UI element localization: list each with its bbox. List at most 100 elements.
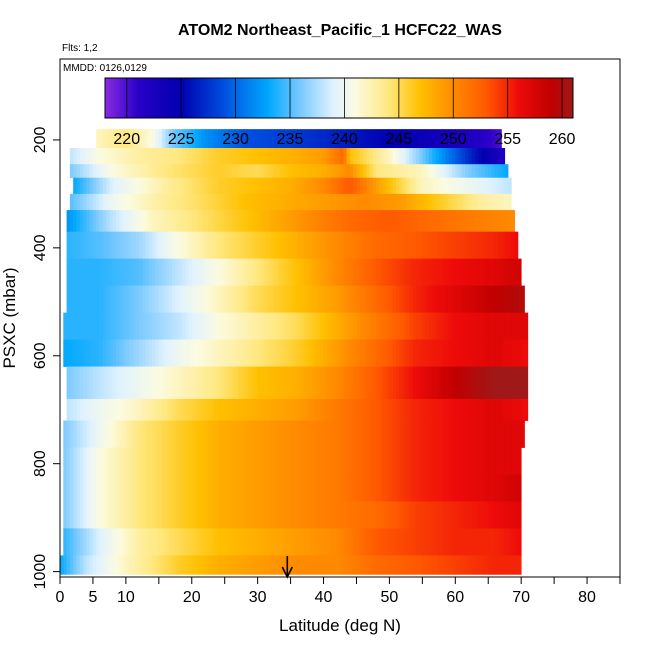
heatmap-cell [484, 312, 489, 340]
heatmap-cell [465, 366, 469, 400]
heatmap-cell [218, 528, 222, 556]
heatmap-cell [293, 258, 298, 287]
heatmap-cell [491, 312, 496, 340]
heatmap-cell [300, 528, 305, 556]
heatmap-cell [484, 447, 489, 475]
heatmap-cell [488, 447, 492, 475]
heatmap-cell [237, 528, 242, 556]
heatmap-cell [92, 420, 97, 448]
heatmap-cell [455, 164, 459, 179]
heatmap-cell [201, 312, 206, 340]
heatmap-cell [89, 339, 94, 367]
heatmap-cell [102, 339, 107, 367]
heatmap-cell [218, 501, 222, 529]
heatmap-cell [465, 398, 469, 421]
heatmap-cell [66, 555, 71, 575]
heatmap-cell [178, 555, 183, 575]
heatmap-cell [425, 258, 430, 287]
heatmap-cell [303, 474, 308, 502]
heatmap-cell [442, 339, 446, 367]
heatmap-cell [323, 528, 328, 556]
heatmap-cell [188, 366, 193, 400]
heatmap-cell [438, 398, 443, 421]
heatmap-cell [488, 258, 492, 287]
heatmap-cell [142, 474, 147, 502]
heatmap-cell [99, 129, 104, 149]
heatmap-cell [336, 177, 341, 195]
heatmap-cell [280, 231, 285, 260]
heatmap-cell [139, 398, 143, 421]
heatmap-cell [148, 148, 153, 165]
flights-label: Flts: 1,2 [62, 43, 98, 54]
heatmap-cell [152, 177, 156, 195]
heatmap-cell [287, 474, 291, 502]
heatmap-cell [392, 312, 397, 340]
heatmap-cell [63, 528, 67, 556]
heatmap-cell [214, 177, 219, 195]
heatmap-cell [363, 555, 367, 575]
heatmap-cell [270, 177, 275, 195]
heatmap-cell [158, 339, 163, 367]
heatmap-cell [201, 339, 206, 367]
heatmap-cell [112, 285, 117, 314]
heatmap-cell [455, 501, 459, 529]
x-tick-label: 50 [381, 589, 399, 606]
heatmap-cell [386, 258, 390, 287]
heatmap-cell [303, 501, 308, 529]
heatmap-cell [251, 210, 255, 233]
heatmap-cell [204, 528, 209, 556]
heatmap-cell [247, 528, 252, 556]
heatmap-cell [119, 193, 123, 211]
heatmap-cell [211, 474, 216, 502]
heatmap-cell [69, 164, 74, 179]
heatmap-cell [148, 312, 153, 340]
heatmap-cell [326, 129, 331, 149]
heatmap-cell [396, 231, 400, 260]
heatmap-cell [221, 231, 226, 260]
heatmap-cell [363, 398, 367, 421]
heatmap-band [63, 474, 522, 502]
heatmap-cell [415, 258, 420, 287]
heatmap-cell [326, 193, 331, 211]
heatmap-cell [195, 312, 199, 340]
heatmap-cell [353, 366, 357, 400]
heatmap-cell [260, 164, 265, 179]
heatmap-cell [139, 285, 143, 314]
heatmap-cell [465, 312, 469, 340]
heatmap-cell [442, 177, 446, 195]
heatmap-cell [188, 528, 193, 556]
heatmap-cell [508, 366, 512, 400]
heatmap-cell [155, 501, 160, 529]
heatmap-cell [372, 231, 377, 260]
heatmap-cell [376, 501, 380, 529]
heatmap-cell [76, 420, 81, 448]
heatmap-cell [310, 177, 315, 195]
heatmap-cell [488, 177, 492, 195]
heatmap-cell [106, 474, 110, 502]
heatmap-cell [280, 366, 285, 400]
heatmap-cell [359, 474, 364, 502]
heatmap-cell [191, 501, 196, 529]
heatmap-cell [435, 474, 440, 502]
heatmap-cell [452, 555, 456, 575]
heatmap-cell [313, 177, 318, 195]
heatmap-cell [481, 312, 486, 340]
heatmap-cell [191, 339, 196, 367]
heatmap-cell [369, 193, 374, 211]
heatmap-cell [455, 210, 459, 233]
heatmap-cell [175, 210, 179, 233]
heatmap-cell [402, 285, 407, 314]
heatmap-cell [89, 528, 94, 556]
heatmap-cell [175, 339, 179, 367]
heatmap-cell [396, 474, 400, 502]
heatmap-cell [475, 148, 479, 165]
heatmap-cell [333, 312, 338, 340]
heatmap-cell [284, 447, 288, 475]
heatmap-cell [488, 285, 492, 314]
heatmap-cell [165, 501, 170, 529]
heatmap-cell [303, 555, 308, 575]
x-tick-label: 80 [578, 589, 596, 606]
heatmap-cell [346, 312, 351, 340]
heatmap-cell [409, 366, 413, 400]
heatmap-cell [386, 366, 390, 400]
